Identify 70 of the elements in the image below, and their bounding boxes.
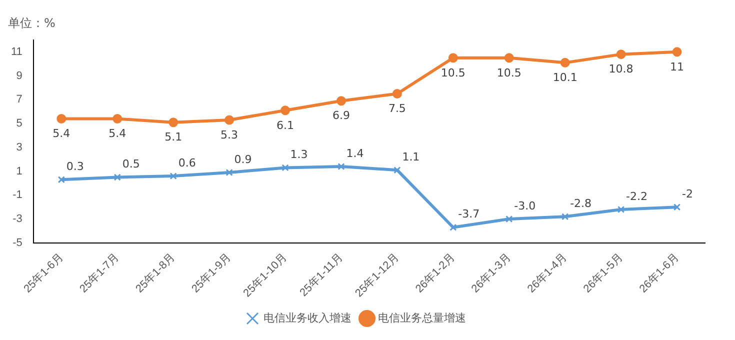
y-axis-title: 单位：% [8, 16, 56, 30]
point [450, 224, 457, 231]
point [58, 176, 65, 184]
data-label: 0.3 [66, 160, 84, 173]
legend-label: 电信业务总量增速 [378, 312, 466, 325]
y-tick-label: 11 [10, 46, 22, 58]
point [560, 58, 570, 68]
point [504, 53, 514, 63]
y-tick-label: 9 [16, 70, 22, 82]
point [672, 47, 682, 57]
data-label: 7.5 [388, 102, 406, 116]
data-label: -3.7 [458, 208, 480, 221]
point [112, 114, 122, 124]
data-label: 5.3 [220, 128, 238, 142]
x-tick-label: 25年1-6月 [22, 251, 66, 296]
data-label: 0.9 [234, 152, 252, 166]
y-tick-label: -1 [12, 189, 22, 202]
data-label: 10.5 [496, 66, 522, 80]
point [616, 50, 626, 60]
data-label: 0.5 [122, 158, 140, 171]
x-tick-label: 26年1-2月 [413, 251, 458, 296]
x-tick-label: 26年1-3月 [469, 251, 514, 296]
data-label: 6.9 [332, 109, 350, 122]
data-label: 1.1 [402, 150, 420, 164]
point [224, 115, 234, 125]
data-label: -2.2 [626, 190, 648, 203]
point [226, 168, 233, 176]
data-label: 10.5 [440, 66, 466, 80]
y-tick-label: 1 [16, 165, 22, 178]
point [562, 213, 569, 220]
x-tick-label: 25年1-8月 [134, 251, 178, 296]
point [168, 118, 178, 128]
y-tick-label: -5 [12, 236, 22, 249]
y-tick-label: 3 [16, 141, 22, 154]
point [282, 164, 289, 172]
data-label: 5.4 [108, 127, 126, 140]
data-label: 1.3 [290, 148, 308, 162]
y-tick-label: -3 [12, 213, 22, 226]
x-tick-label: 25年1-7月 [78, 251, 122, 296]
point [617, 206, 625, 214]
point [56, 114, 66, 124]
x-tick-label: 25年1-9月 [190, 251, 234, 296]
point [392, 88, 402, 98]
data-label: 10.8 [608, 62, 634, 76]
point [338, 162, 345, 170]
x-tick-label: 26年1-6月 [637, 251, 682, 296]
data-label: 0.6 [178, 156, 196, 170]
point [448, 53, 458, 63]
y-tick-label: 5 [16, 118, 22, 130]
data-label: 1.4 [346, 146, 364, 160]
point [673, 204, 681, 211]
point [114, 174, 121, 181]
data-label: 5.1 [164, 130, 182, 144]
x-tick-label: 25年1-11月 [298, 251, 346, 300]
data-label: 5.4 [52, 127, 70, 140]
legend-label: 电信业务收入增速 [264, 312, 352, 325]
data-label: -3.0 [514, 199, 536, 212]
point [280, 106, 290, 116]
point [336, 96, 346, 106]
data-label: 10.1 [552, 71, 578, 84]
point [506, 215, 513, 223]
data-label: 6.1 [276, 118, 294, 132]
data-label: -2 [682, 187, 693, 200]
data-label: 11 [670, 60, 684, 74]
x-tick-label: 26年1-4月 [525, 251, 570, 296]
y-tick-label: 7 [16, 94, 22, 106]
point [170, 172, 177, 180]
data-label: -2.8 [570, 196, 592, 210]
x-tick-label: 26年1-5月 [581, 251, 626, 296]
point [394, 166, 401, 174]
